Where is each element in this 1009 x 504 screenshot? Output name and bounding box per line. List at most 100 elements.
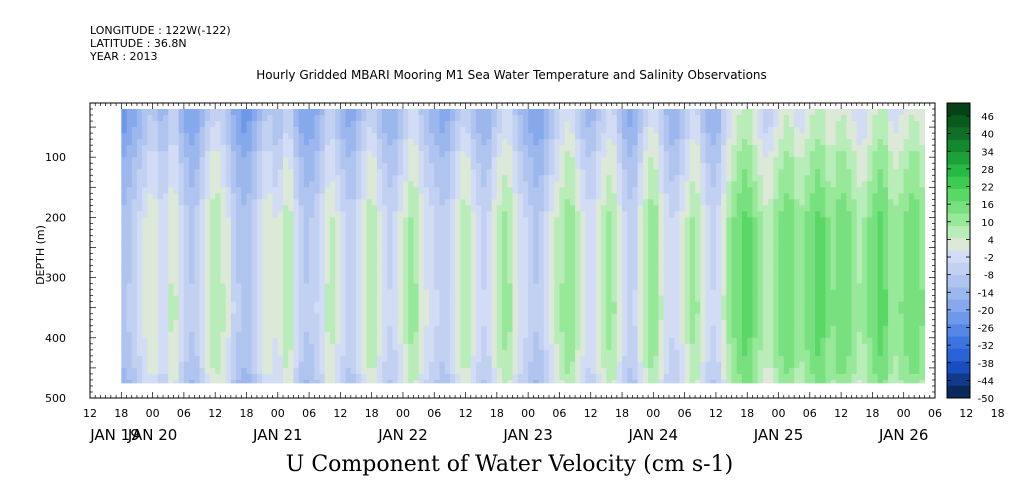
field-cell	[538, 163, 545, 170]
field-cell	[507, 127, 513, 134]
field-cell	[595, 199, 602, 206]
field-cell	[376, 283, 383, 291]
field-cell	[392, 319, 399, 327]
field-cell	[371, 121, 378, 128]
field-cell	[575, 145, 581, 152]
field-cell	[121, 205, 127, 212]
field-cell	[256, 139, 263, 146]
field-cell	[585, 133, 592, 140]
field-cell	[319, 109, 326, 116]
field-cell	[402, 253, 409, 260]
field-cell	[522, 301, 529, 309]
field-cell	[126, 163, 133, 170]
field-cell	[528, 211, 534, 218]
field-cell	[460, 343, 466, 351]
field-cell	[622, 157, 628, 164]
field-cell	[361, 121, 367, 128]
field-cell	[220, 295, 227, 303]
field-cell	[679, 361, 686, 369]
field-cell	[371, 151, 378, 158]
field-cell	[376, 379, 383, 384]
field-cell	[684, 205, 691, 212]
field-cell	[199, 235, 206, 242]
field-cell	[601, 295, 607, 303]
field-cell	[303, 229, 310, 236]
field-cell	[418, 271, 425, 278]
field-cell	[444, 355, 451, 363]
field-cell	[470, 319, 477, 327]
field-cell	[267, 307, 273, 315]
field-cell	[648, 211, 654, 218]
field-cell	[220, 361, 227, 369]
field-cell	[329, 223, 336, 230]
field-cell	[517, 295, 524, 303]
field-cell	[517, 253, 524, 260]
field-cell	[496, 373, 503, 381]
field-cell	[314, 187, 320, 194]
field-cell	[256, 373, 263, 381]
field-cell	[449, 211, 456, 218]
field-cell	[194, 187, 200, 194]
field-cell	[491, 175, 498, 182]
field-cell	[413, 241, 420, 248]
field-cell	[371, 325, 378, 333]
field-cell	[569, 163, 576, 170]
field-cell	[590, 193, 597, 200]
field-cell	[277, 109, 284, 116]
field-cell	[538, 229, 545, 236]
field-cell	[674, 157, 680, 164]
field-cell	[642, 163, 649, 170]
field-cell	[288, 247, 294, 254]
field-cell	[528, 235, 534, 242]
field-cell	[533, 223, 539, 230]
field-cell	[627, 223, 633, 230]
field-cell	[236, 259, 242, 266]
field-cell	[163, 133, 169, 140]
field-cell	[606, 157, 613, 164]
field-cell	[627, 127, 633, 134]
field-cell	[267, 121, 273, 128]
field-cell	[606, 145, 613, 152]
field-cell	[564, 139, 571, 146]
field-cell	[173, 343, 180, 351]
field-cell	[131, 181, 138, 188]
field-cell	[522, 157, 529, 164]
field-cell	[408, 277, 414, 285]
field-cell	[220, 217, 227, 224]
field-cell	[209, 157, 216, 164]
field-cell	[402, 301, 409, 309]
field-cell	[601, 163, 607, 170]
field-cell	[616, 229, 623, 236]
field-cell	[434, 313, 440, 321]
field-cell	[679, 373, 686, 381]
field-cell	[178, 271, 185, 278]
field-cell	[246, 355, 253, 363]
field-cell	[282, 157, 289, 164]
field-cell	[136, 223, 143, 230]
field-cell	[121, 253, 127, 260]
field-cell	[272, 295, 279, 303]
field-cell	[236, 241, 242, 248]
field-cell	[470, 355, 477, 363]
field-cell	[157, 259, 164, 266]
field-cell	[637, 349, 644, 357]
field-cell	[329, 253, 336, 260]
field-cell	[486, 175, 493, 182]
field-cell	[684, 259, 691, 266]
field-cell	[163, 247, 169, 254]
field-cell	[522, 139, 529, 146]
field-cell	[189, 121, 195, 128]
field-cell	[157, 121, 164, 128]
field-cell	[152, 337, 159, 345]
field-cell	[522, 115, 529, 122]
field-cell	[392, 361, 399, 369]
field-cell	[569, 193, 576, 200]
field-cell	[267, 205, 273, 212]
field-cell	[382, 265, 388, 272]
field-cell	[209, 181, 216, 188]
field-cell	[204, 379, 211, 384]
field-cell	[455, 313, 461, 321]
field-cell	[575, 163, 581, 170]
field-cell	[189, 259, 195, 266]
field-cell	[277, 259, 284, 266]
